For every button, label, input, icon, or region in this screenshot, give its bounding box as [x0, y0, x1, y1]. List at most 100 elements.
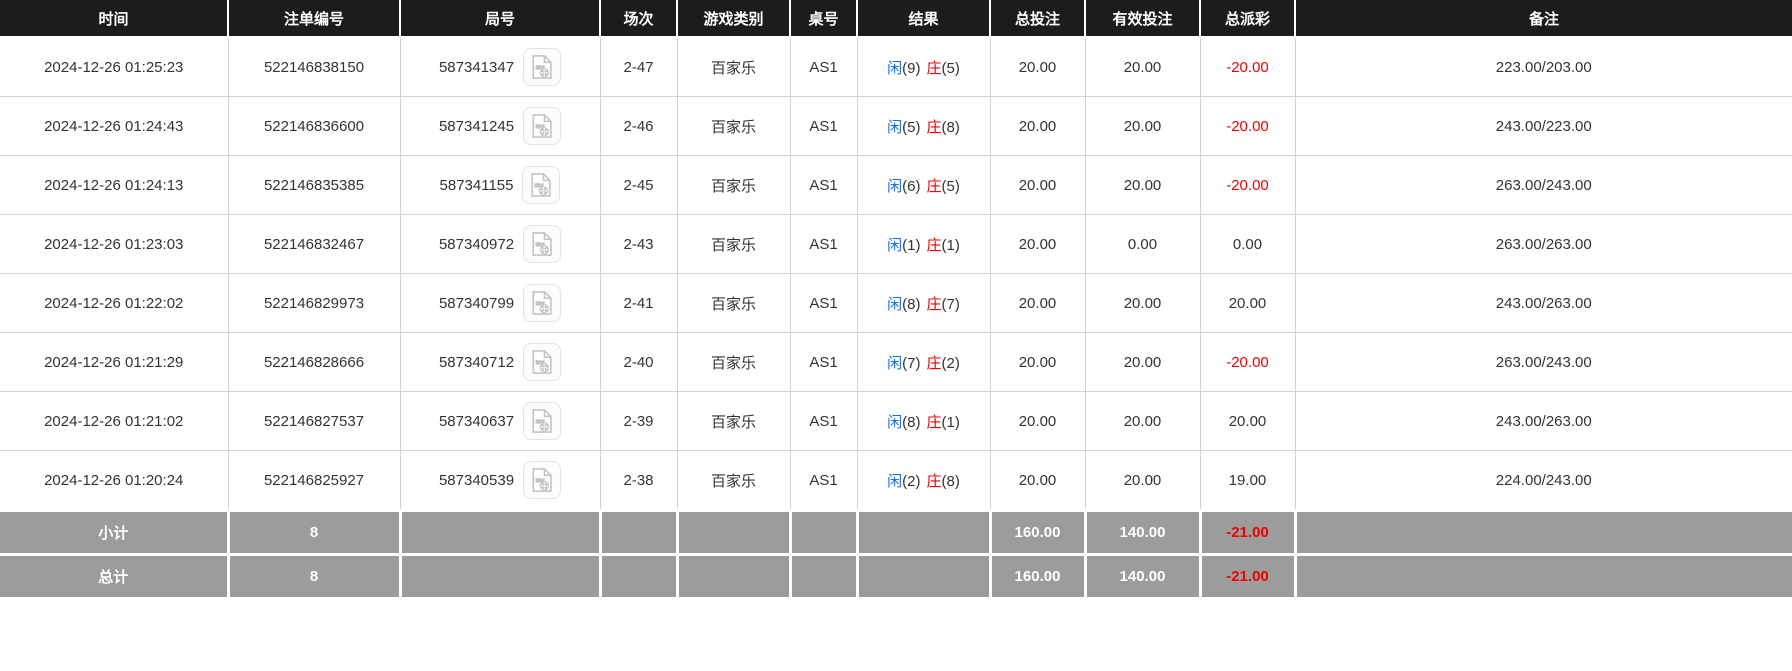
- round-id-text: 587341155: [439, 176, 514, 194]
- video-replay-button[interactable]: [523, 402, 562, 440]
- time-cell: 2024-12-26 01:21:02: [0, 391, 229, 451]
- result-player-label: 闲: [887, 354, 903, 372]
- remark-cell: 243.00/223.00: [1295, 96, 1792, 156]
- table-row: 2024-12-26 01:24:43 522146836600 5873412…: [0, 96, 1792, 156]
- summary-payout-cell: -21.00: [1200, 509, 1297, 556]
- result-player-score: (1): [902, 236, 921, 254]
- valid-bet-cell: 20.00: [1085, 36, 1201, 97]
- session-cell: 2-40: [600, 332, 678, 392]
- total-bet-cell: 20.00: [990, 273, 1086, 333]
- bet-id-cell: 522146832467: [228, 214, 401, 274]
- table-no-cell: AS1: [790, 214, 858, 274]
- payout-cell: 19.00: [1200, 450, 1296, 511]
- result-banker-score: (1): [941, 236, 960, 254]
- summary-empty-cell: [790, 509, 859, 556]
- result-player-score: (8): [902, 295, 921, 313]
- video-replay-button[interactable]: [522, 166, 561, 204]
- round-id-text: 587340637: [438, 412, 515, 430]
- time-cell: 2024-12-26 01:21:29: [0, 332, 229, 392]
- result-player-label: 闲: [887, 177, 903, 195]
- result-cell: 闲(6) 庄(5): [857, 155, 991, 215]
- payout-cell: -20.00: [1200, 36, 1296, 97]
- table-row: 2024-12-26 01:22:02 522146829973 5873407…: [0, 273, 1792, 333]
- table-no-cell: AS1: [790, 155, 858, 215]
- table-row: 2024-12-26 01:20:24 522146825927 5873405…: [0, 450, 1792, 511]
- game-type-cell: 百家乐: [677, 332, 791, 392]
- summary-count: 8: [228, 553, 402, 600]
- remark-cell: 223.00/203.00: [1295, 36, 1792, 97]
- result-cell: 闲(9) 庄(5): [857, 36, 991, 97]
- total-bet-cell: 20.00: [990, 96, 1086, 156]
- table-no-cell: AS1: [790, 332, 858, 392]
- remark-cell: 243.00/263.00: [1295, 391, 1792, 451]
- result-player-label: 闲: [887, 236, 903, 254]
- game-type-cell: 百家乐: [677, 155, 791, 215]
- game-type-cell: 百家乐: [677, 96, 791, 156]
- session-cell: 2-45: [600, 155, 678, 215]
- summary-empty-cell: [600, 509, 679, 556]
- remark-cell: 263.00/243.00: [1295, 155, 1792, 215]
- result-player-score: (9): [902, 59, 921, 77]
- result-banker-label: 庄: [926, 118, 942, 136]
- table-no-cell: AS1: [790, 96, 858, 156]
- time-cell: 2024-12-26 01:24:13: [0, 155, 229, 215]
- summary-empty-cell: [600, 553, 679, 600]
- table-no-cell: AS1: [790, 273, 858, 333]
- payout-cell: 20.00: [1200, 273, 1296, 333]
- time-cell: 2024-12-26 01:24:43: [0, 96, 229, 156]
- result-cell: 闲(1) 庄(1): [857, 214, 991, 274]
- video-replay-button[interactable]: [523, 343, 562, 381]
- video-replay-button[interactable]: [523, 48, 562, 86]
- round-id-cell: 587341347: [400, 36, 601, 97]
- col-header-remark: 备注: [1295, 0, 1792, 38]
- round-id-text: 587341347: [438, 58, 515, 76]
- bet-id-cell: 522146838150: [228, 36, 401, 97]
- remark-cell: 263.00/263.00: [1295, 214, 1792, 274]
- summary-valid-bet: 140.00: [1085, 509, 1202, 556]
- video-replay-button[interactable]: [523, 461, 562, 499]
- valid-bet-cell: 20.00: [1085, 450, 1201, 511]
- summary-empty-cell: [677, 509, 792, 556]
- col-header-table-no: 桌号: [790, 0, 858, 38]
- table-no-cell: AS1: [790, 391, 858, 451]
- remark-cell: 224.00/243.00: [1295, 450, 1792, 511]
- table-row: 2024-12-26 01:21:02 522146827537 5873406…: [0, 391, 1792, 451]
- result-banker-score: (5): [941, 177, 960, 195]
- time-cell: 2024-12-26 01:22:02: [0, 273, 229, 333]
- table-row: 2024-12-26 01:24:13 522146835385 5873411…: [0, 155, 1792, 215]
- summary-empty-cell: [400, 553, 602, 600]
- table-no-cell: AS1: [790, 36, 858, 97]
- remark-cell: 243.00/263.00: [1295, 273, 1792, 333]
- result-banker-score: (1): [941, 413, 960, 431]
- game-type-cell: 百家乐: [677, 450, 791, 511]
- subtotal-row: 小计 8 160.00 140.00 -21.00: [0, 509, 1792, 556]
- round-id-text: 587340799: [438, 294, 515, 312]
- summary-count: 8: [228, 509, 402, 556]
- summary-payout-cell: -21.00: [1200, 553, 1297, 600]
- summary-empty-cell: [857, 553, 992, 600]
- session-cell: 2-47: [600, 36, 678, 97]
- video-replay-button[interactable]: [523, 225, 562, 263]
- video-replay-button[interactable]: [523, 284, 562, 322]
- result-player-label: 闲: [887, 413, 903, 431]
- video-icon: [528, 172, 554, 198]
- valid-bet-cell: 20.00: [1085, 391, 1201, 451]
- payout-cell: -20.00: [1200, 96, 1296, 156]
- table-header: 时间 注单编号 局号 场次 游戏类别 桌号 结果 总投注 有效投注 总派彩 备注: [0, 0, 1792, 38]
- result-cell: 闲(7) 庄(2): [857, 332, 991, 392]
- round-id-text: 587341245: [438, 117, 515, 135]
- summary-empty-cell: [1295, 553, 1792, 600]
- result-banker-score: (8): [941, 472, 960, 490]
- valid-bet-cell: 20.00: [1085, 155, 1201, 215]
- video-replay-button[interactable]: [523, 107, 562, 145]
- bet-id-cell: 522146829973: [228, 273, 401, 333]
- result-banker-score: (2): [941, 354, 960, 372]
- bet-id-cell: 522146835385: [228, 155, 401, 215]
- result-banker-score: (7): [941, 295, 960, 313]
- total-bet-cell: 20.00: [990, 214, 1086, 274]
- result-banker-label: 庄: [926, 59, 942, 77]
- round-id-text: 587340972: [438, 235, 515, 253]
- summary-label: 总计: [0, 553, 230, 600]
- payout-cell: -20.00: [1200, 332, 1296, 392]
- bet-id-cell: 522146825927: [228, 450, 401, 511]
